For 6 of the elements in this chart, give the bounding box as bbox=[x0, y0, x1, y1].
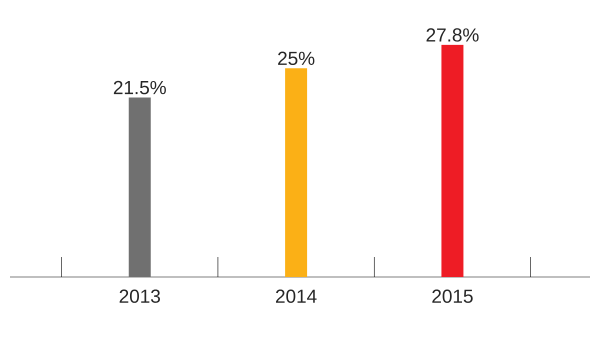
x-tick-label: 2013 bbox=[120, 290, 160, 303]
x-tick-label: 2015 bbox=[432, 290, 473, 303]
x-tick-label: 2014 bbox=[276, 290, 317, 303]
data-label: 25% bbox=[278, 52, 314, 66]
data-label: 21.5% bbox=[114, 80, 166, 94]
data-label: 27.8% bbox=[426, 28, 479, 42]
